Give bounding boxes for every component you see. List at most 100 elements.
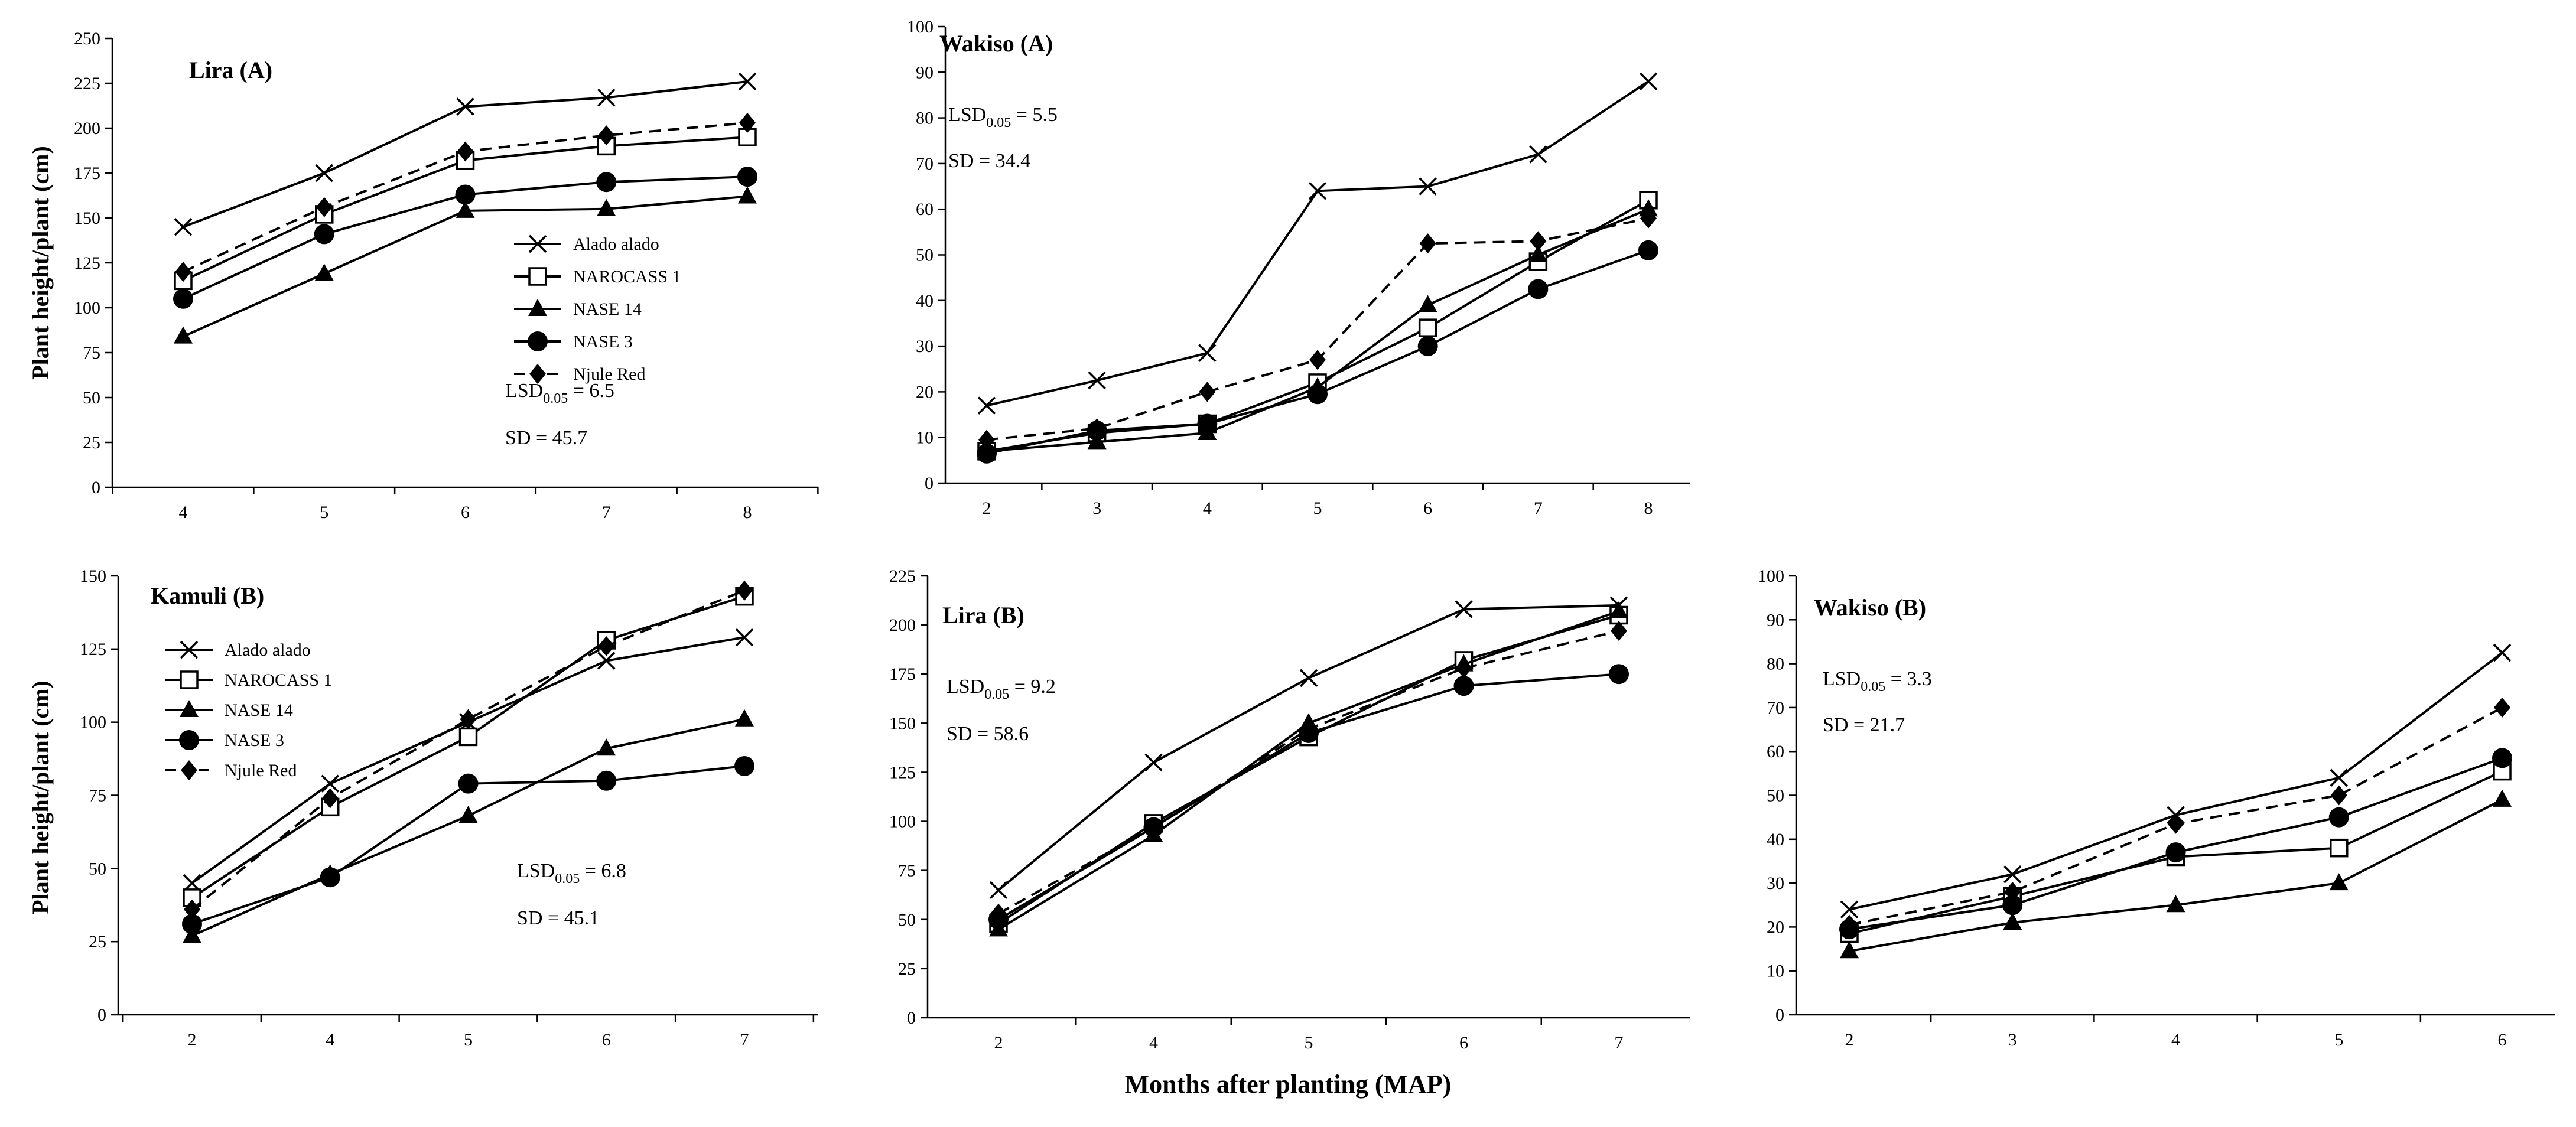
data-point-nase-3 xyxy=(2328,807,2349,828)
panel-title: Lira (B) xyxy=(942,602,1024,628)
x-tick-label: 7 xyxy=(602,503,611,522)
legend-item-narocass-1: NAROCASS 1 xyxy=(514,267,681,286)
data-point-njule-red xyxy=(1640,208,1657,229)
legend-label: NASE 3 xyxy=(573,332,633,351)
legend-label: Njule Red xyxy=(573,364,645,384)
x-tick-label: 8 xyxy=(743,503,752,522)
series-line-nase-14 xyxy=(191,718,745,937)
x-tick-label: 3 xyxy=(1092,499,1101,518)
legend-item-alado-alado: Alado alado xyxy=(514,234,659,254)
series-alado-alado xyxy=(174,72,757,236)
series-nase-14 xyxy=(174,186,757,344)
data-point-alado-alado xyxy=(321,774,339,793)
legend-marker-narocass-1 xyxy=(180,670,199,689)
data-point-nase-3 xyxy=(734,755,754,776)
sd-annotation: SD = 21.7 xyxy=(1823,714,1905,736)
data-point-alado-alado xyxy=(989,881,1008,900)
y-tick-label: 0 xyxy=(1775,1005,1784,1025)
data-point-njule-red xyxy=(1199,382,1216,402)
series-line-narocass-1 xyxy=(997,614,1619,925)
panel-title: Wakiso (A) xyxy=(939,30,1053,57)
y-tick-label: 150 xyxy=(74,209,100,228)
series-narocass-1 xyxy=(989,605,1628,933)
data-point-alado-alado xyxy=(1299,669,1318,688)
x-tick-label: 2 xyxy=(188,1030,197,1050)
chart-kamuli-b: 0 25 50 75 100 125 150 2 4 5 6 7 Kamuli (B) LSD0.05 =… xyxy=(27,566,818,1050)
data-point-nase-3 xyxy=(2492,748,2512,768)
legend-marker-njule-red xyxy=(529,364,546,384)
y-tick-label: 20 xyxy=(1767,917,1784,937)
series-njule-red xyxy=(175,112,756,282)
lsd-value: = 6.8 xyxy=(580,860,626,882)
y-tick-label: 175 xyxy=(889,665,916,684)
series-nase-3 xyxy=(182,755,754,934)
data-point-njule-red xyxy=(978,429,995,450)
legend-item-alado-alado: Alado alado xyxy=(165,640,311,660)
legend-marker-nase-14 xyxy=(528,299,547,316)
data-point-nase-14 xyxy=(1528,245,1548,262)
y-tick-label: 10 xyxy=(1767,962,1784,981)
y-tick-label: 100 xyxy=(1758,566,1784,586)
x-tick-label: 7 xyxy=(1615,1033,1624,1053)
lsd-subscript: 0.05 xyxy=(1861,679,1885,695)
legend-label: NAROCASS 1 xyxy=(225,670,333,690)
x-axis-label: Months after planting (MAP) xyxy=(1124,1070,1452,1099)
data-point-nase-3 xyxy=(173,288,193,309)
y-tick-label: 90 xyxy=(1767,610,1784,630)
data-point-nase-3 xyxy=(2002,895,2023,916)
y-tick-label: 40 xyxy=(1767,830,1784,849)
y-tick-label: 50 xyxy=(83,388,100,408)
y-tick-label: 25 xyxy=(89,932,106,952)
data-point-njule-red xyxy=(736,580,753,601)
data-point-nase-3 xyxy=(182,914,202,934)
legend-label: NASE 3 xyxy=(225,731,284,750)
data-point-nase-14 xyxy=(735,709,754,727)
data-point-nase-14 xyxy=(597,198,616,216)
data-point-nase-14 xyxy=(456,200,475,218)
y-tick-label: 80 xyxy=(916,109,934,128)
y-tick-label: 125 xyxy=(80,640,106,659)
y-tick-label: 200 xyxy=(74,119,100,138)
panel-title: Lira (A) xyxy=(189,57,272,83)
data-point-njule-red xyxy=(2330,785,2347,806)
data-point-nase-3 xyxy=(455,184,476,205)
y-tick-label: 100 xyxy=(889,812,916,832)
data-point-nase-14 xyxy=(2166,895,2185,913)
y-tick-label: 80 xyxy=(1767,654,1784,674)
data-point-nase-3 xyxy=(1197,413,1218,434)
y-tick-label: 30 xyxy=(1767,874,1784,893)
data-point-alado-alado xyxy=(1308,182,1327,200)
data-point-nase-3 xyxy=(1528,279,1549,299)
data-point-nase-3 xyxy=(458,773,479,794)
y-tick-label: 125 xyxy=(889,763,916,782)
data-point-nase-3 xyxy=(1609,664,1629,685)
x-tick-label: 5 xyxy=(2334,1030,2343,1050)
y-axis-label: Plant height/plant (cm) xyxy=(27,680,54,914)
y-tick-label: 50 xyxy=(916,246,934,265)
x-tick-label: 5 xyxy=(464,1030,473,1050)
x-tick-label: 5 xyxy=(320,503,328,522)
y-tick-label: 100 xyxy=(80,713,106,732)
chart-wakiso-b: 0 10 20 30 40 50 60 70 80 90 100 2 3 4 5 6 Wakiso (B) LSD… xyxy=(1758,566,2555,1050)
lsd-subscript: 0.05 xyxy=(555,871,580,887)
series-njule-red xyxy=(1841,697,2510,935)
legend-label: NASE 14 xyxy=(573,299,642,319)
sd-annotation: SD = 34.4 xyxy=(948,150,1030,172)
legend-item-njule-red: Njule Red xyxy=(165,760,297,780)
y-tick-label: 225 xyxy=(889,566,916,586)
y-tick-label: 50 xyxy=(89,859,106,878)
x-tick-label: 4 xyxy=(2171,1030,2180,1050)
x-tick-label: 5 xyxy=(1313,499,1322,518)
series-line-nase-3 xyxy=(997,673,1619,921)
x-tick-label: 2 xyxy=(1845,1030,1854,1050)
legend-marker-alado-alado xyxy=(180,640,199,659)
data-point-alado-alado xyxy=(315,164,333,183)
data-point-nase-3 xyxy=(596,172,617,193)
chart-lira-a: 0 25 50 75 100 125 150 175 200 225 250 4 5 6 7 8 Lira (A… xyxy=(27,29,819,522)
panel-title: Wakiso (B) xyxy=(1814,594,1926,621)
data-point-njule-red xyxy=(1530,231,1547,252)
data-point-njule-red xyxy=(1611,621,1627,641)
legend-item-nase-14: NASE 14 xyxy=(514,299,642,319)
legend-marker-alado-alado xyxy=(528,234,547,253)
data-point-nase-3 xyxy=(2165,842,2186,863)
